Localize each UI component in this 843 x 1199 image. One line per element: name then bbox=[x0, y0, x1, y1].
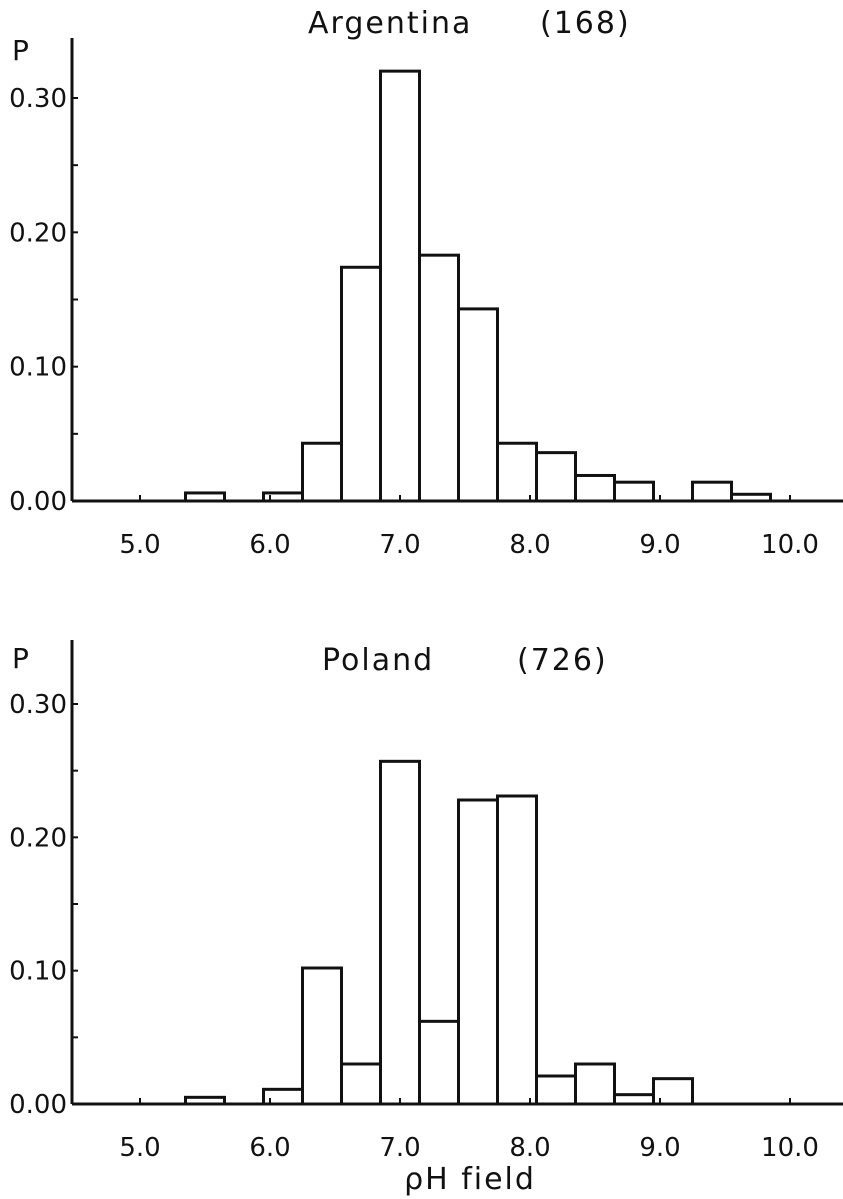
x-tick-label: 7.0 bbox=[379, 1133, 420, 1163]
histogram-bar bbox=[535, 1074, 577, 1106]
y-tick-label: 0.10 bbox=[9, 353, 67, 383]
histogram-bar bbox=[535, 451, 577, 503]
poland-histogram: P Poland (726) 0.00 0.10 0.20 0.30 5.0 6.0 7.0… bbox=[9, 640, 843, 1163]
histogram-bar bbox=[418, 1019, 460, 1106]
histogram-bar bbox=[379, 69, 421, 503]
sample-count: (726) bbox=[517, 643, 608, 678]
x-axis-title: ρH field bbox=[404, 1162, 536, 1197]
x-tick-label: 9.0 bbox=[639, 1133, 680, 1163]
x-tick-label: 8.0 bbox=[509, 530, 550, 560]
histogram-bar bbox=[457, 798, 499, 1106]
x-tick-label: 10.0 bbox=[761, 530, 819, 560]
histogram-bar bbox=[496, 441, 538, 503]
y-tick-label: 0.00 bbox=[9, 1090, 67, 1120]
y-tick-label: 0.10 bbox=[9, 957, 67, 987]
histogram-bar bbox=[496, 794, 538, 1106]
y-tick-label: 0.20 bbox=[9, 823, 67, 853]
histogram-bar bbox=[301, 966, 343, 1106]
x-tick-label: 7.0 bbox=[379, 530, 420, 560]
histogram-bar bbox=[340, 265, 382, 503]
x-tick-label: 9.0 bbox=[639, 530, 680, 560]
x-tick-label: 5.0 bbox=[119, 1133, 160, 1163]
x-tick-label: 10.0 bbox=[761, 1133, 819, 1163]
x-tick-label: 6.0 bbox=[249, 530, 290, 560]
y-axis-label: P bbox=[12, 642, 29, 675]
chart-title: Poland bbox=[322, 643, 434, 678]
x-tick-label: 6.0 bbox=[249, 1133, 290, 1163]
histogram-bar bbox=[418, 253, 460, 503]
x-tick-label: 8.0 bbox=[509, 1133, 550, 1163]
histogram-bar bbox=[613, 480, 655, 503]
y-tick-label: 0.20 bbox=[9, 218, 67, 248]
x-tick-label: 5.0 bbox=[119, 530, 160, 560]
argentina-histogram: P Argentina (168) 0.00 0.10 0.20 0.30 5.0 6.0… bbox=[9, 6, 843, 560]
histogram-bar bbox=[691, 480, 733, 503]
histogram-bar bbox=[574, 473, 616, 503]
y-tick-label: 0.30 bbox=[9, 690, 67, 720]
histogram-bar bbox=[379, 759, 421, 1106]
y-tick-label: 0.00 bbox=[9, 487, 67, 517]
histogram-bar bbox=[574, 1062, 616, 1106]
sample-count: (168) bbox=[540, 6, 631, 41]
histogram-bar bbox=[340, 1062, 382, 1106]
y-tick-label: 0.30 bbox=[9, 84, 67, 114]
histogram-bar bbox=[301, 441, 343, 503]
y-axis-label: P bbox=[12, 34, 29, 67]
chart-title: Argentina bbox=[308, 6, 472, 41]
histogram-bar bbox=[457, 307, 499, 503]
